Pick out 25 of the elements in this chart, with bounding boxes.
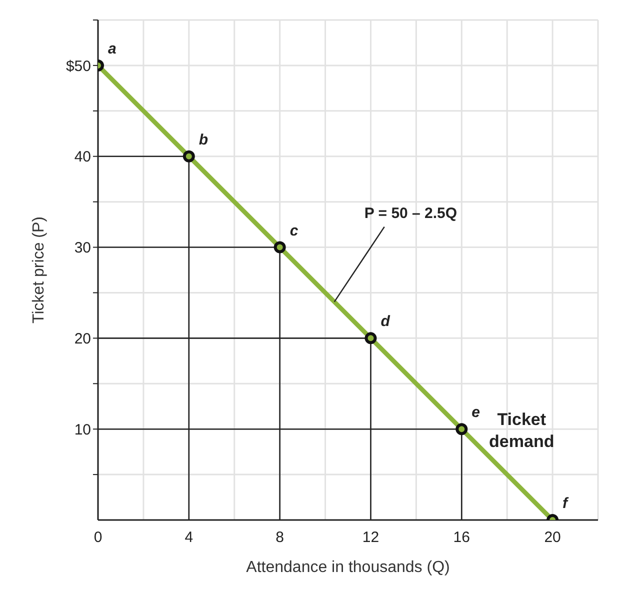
annotation: c xyxy=(290,222,299,240)
y-tick-label: 40 xyxy=(74,148,91,166)
y-tick-label: 10 xyxy=(74,421,91,438)
annotation: a xyxy=(108,40,116,58)
annotation: e xyxy=(472,404,480,422)
point xyxy=(364,332,377,344)
y-axis-title: Ticket price (P) xyxy=(30,216,48,324)
x-tick-label: 20 xyxy=(544,529,561,546)
point xyxy=(456,423,468,436)
y-tick-label: $50 xyxy=(66,58,91,75)
annotation: f xyxy=(562,495,570,512)
y-tick-label: 30 xyxy=(74,240,91,257)
annotation: b xyxy=(198,131,208,148)
annotation: P = 50 – 2.5Q xyxy=(364,204,458,222)
y-tick-label: 20 xyxy=(74,330,91,348)
annotation: d xyxy=(380,313,391,330)
x-tick-label: 0 xyxy=(94,529,102,546)
x-tick-label: 16 xyxy=(453,529,470,546)
x-tick-label: 8 xyxy=(276,529,284,546)
x-tick-label: 4 xyxy=(184,529,194,546)
x-axis-title: Attendance in thousands (Q) xyxy=(246,559,450,576)
series-label: Ticket demand xyxy=(489,410,554,452)
x-tick-label: 12 xyxy=(362,529,380,546)
point xyxy=(274,241,286,254)
point xyxy=(182,150,195,162)
